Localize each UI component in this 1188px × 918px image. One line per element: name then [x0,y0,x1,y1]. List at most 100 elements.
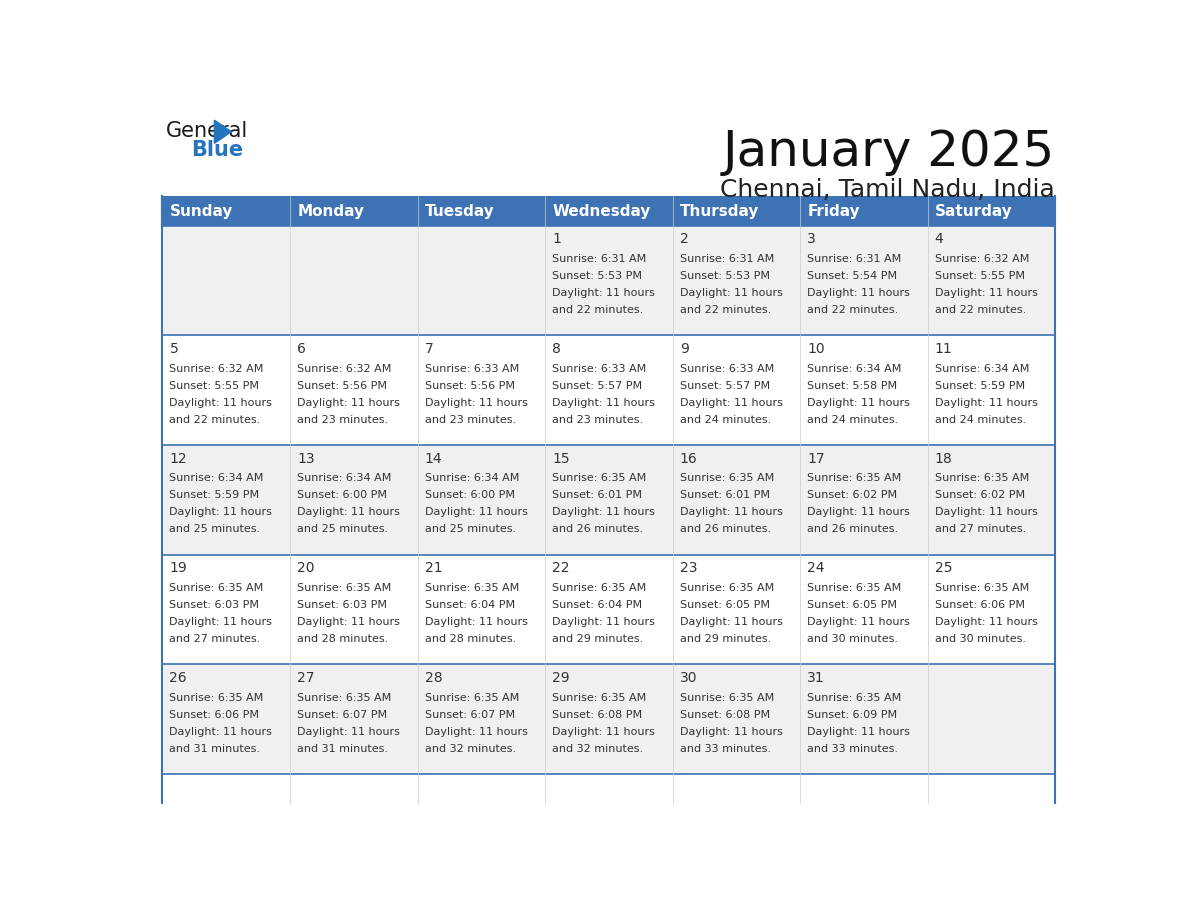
Text: General: General [166,121,248,141]
Text: and 23 minutes.: and 23 minutes. [424,415,516,425]
Text: Thursday: Thursday [681,204,759,218]
Text: Wednesday: Wednesday [552,204,651,218]
Text: and 22 minutes.: and 22 minutes. [935,305,1026,315]
Text: Daylight: 11 hours: Daylight: 11 hours [935,617,1037,627]
Text: Sunset: 5:54 PM: Sunset: 5:54 PM [807,271,897,281]
Text: Sunrise: 6:34 AM: Sunrise: 6:34 AM [297,474,391,484]
Text: Sunset: 6:05 PM: Sunset: 6:05 PM [680,600,770,610]
Text: Sunrise: 6:33 AM: Sunrise: 6:33 AM [424,364,519,374]
Text: 11: 11 [935,341,953,356]
Text: Sunrise: 6:35 AM: Sunrise: 6:35 AM [297,583,391,593]
Text: Sunset: 6:01 PM: Sunset: 6:01 PM [552,490,642,500]
Bar [163,554,1055,665]
Text: Sunrise: 6:35 AM: Sunrise: 6:35 AM [680,474,773,484]
Text: Sunset: 5:57 PM: Sunset: 5:57 PM [680,381,770,391]
Text: Sunrise: 6:34 AM: Sunrise: 6:34 AM [424,474,519,484]
Bar [163,226,1055,335]
Text: Daylight: 11 hours: Daylight: 11 hours [424,508,527,518]
Text: Sunrise: 6:35 AM: Sunrise: 6:35 AM [935,583,1029,593]
Text: and 27 minutes.: and 27 minutes. [935,524,1026,534]
Text: Sunset: 5:53 PM: Sunset: 5:53 PM [680,271,770,281]
Text: Daylight: 11 hours: Daylight: 11 hours [170,727,272,737]
Text: and 26 minutes.: and 26 minutes. [807,524,898,534]
Text: Daylight: 11 hours: Daylight: 11 hours [424,617,527,627]
Text: 20: 20 [297,561,315,576]
Text: and 25 minutes.: and 25 minutes. [297,524,388,534]
Text: and 33 minutes.: and 33 minutes. [680,744,771,754]
Text: and 22 minutes.: and 22 minutes. [680,305,771,315]
Text: and 23 minutes.: and 23 minutes. [297,415,388,425]
Text: Sunrise: 6:35 AM: Sunrise: 6:35 AM [807,474,902,484]
Text: Sunset: 6:02 PM: Sunset: 6:02 PM [807,490,897,500]
Text: Chennai, Tamil Nadu, India: Chennai, Tamil Nadu, India [720,178,1055,202]
Text: and 26 minutes.: and 26 minutes. [680,524,771,534]
Text: Sunset: 6:08 PM: Sunset: 6:08 PM [680,710,770,720]
Text: Friday: Friday [808,204,860,218]
Text: Sunrise: 6:34 AM: Sunrise: 6:34 AM [935,364,1029,374]
Text: 2: 2 [680,232,688,246]
Polygon shape [214,120,232,143]
Text: Sunrise: 6:33 AM: Sunrise: 6:33 AM [552,364,646,374]
Text: 18: 18 [935,452,953,465]
Text: and 23 minutes.: and 23 minutes. [552,415,643,425]
Text: Daylight: 11 hours: Daylight: 11 hours [170,617,272,627]
Bar [163,196,290,226]
Text: 12: 12 [170,452,187,465]
Text: and 31 minutes.: and 31 minutes. [297,744,388,754]
Text: Monday: Monday [298,204,365,218]
Text: Daylight: 11 hours: Daylight: 11 hours [297,397,400,408]
Text: Sunset: 6:09 PM: Sunset: 6:09 PM [807,710,897,720]
Text: Sunset: 5:58 PM: Sunset: 5:58 PM [807,381,897,391]
Text: Daylight: 11 hours: Daylight: 11 hours [424,397,527,408]
Bar [290,196,417,226]
Text: January 2025: January 2025 [723,128,1055,176]
Text: Sunrise: 6:35 AM: Sunrise: 6:35 AM [170,583,264,593]
Text: Daylight: 11 hours: Daylight: 11 hours [807,727,910,737]
Text: Sunset: 5:55 PM: Sunset: 5:55 PM [935,271,1025,281]
Text: Sunrise: 6:35 AM: Sunrise: 6:35 AM [424,583,519,593]
Text: Sunrise: 6:34 AM: Sunrise: 6:34 AM [170,474,264,484]
Text: and 32 minutes.: and 32 minutes. [552,744,643,754]
Text: Sunrise: 6:35 AM: Sunrise: 6:35 AM [424,693,519,703]
Text: Daylight: 11 hours: Daylight: 11 hours [807,288,910,298]
Text: 21: 21 [424,561,442,576]
Text: Sunrise: 6:34 AM: Sunrise: 6:34 AM [807,364,902,374]
Text: Sunrise: 6:35 AM: Sunrise: 6:35 AM [807,693,902,703]
Text: Saturday: Saturday [935,204,1013,218]
Text: Daylight: 11 hours: Daylight: 11 hours [807,397,910,408]
Text: Blue: Blue [191,140,244,161]
Text: Daylight: 11 hours: Daylight: 11 hours [552,508,655,518]
Text: Daylight: 11 hours: Daylight: 11 hours [680,288,783,298]
Text: and 24 minutes.: and 24 minutes. [935,415,1026,425]
Text: Daylight: 11 hours: Daylight: 11 hours [170,508,272,518]
Text: 9: 9 [680,341,689,356]
Text: and 22 minutes.: and 22 minutes. [552,305,644,315]
Text: and 25 minutes.: and 25 minutes. [424,524,516,534]
Text: Sunset: 6:07 PM: Sunset: 6:07 PM [424,710,514,720]
Text: Daylight: 11 hours: Daylight: 11 hours [170,397,272,408]
Text: 22: 22 [552,561,569,576]
Text: Daylight: 11 hours: Daylight: 11 hours [552,288,655,298]
Text: Sunset: 5:57 PM: Sunset: 5:57 PM [552,381,643,391]
Text: 25: 25 [935,561,953,576]
Text: Sunset: 6:08 PM: Sunset: 6:08 PM [552,710,643,720]
Text: Sunrise: 6:35 AM: Sunrise: 6:35 AM [807,583,902,593]
Text: and 24 minutes.: and 24 minutes. [680,415,771,425]
Text: and 30 minutes.: and 30 minutes. [935,634,1025,644]
Text: 19: 19 [170,561,188,576]
Text: and 24 minutes.: and 24 minutes. [807,415,898,425]
Text: 17: 17 [807,452,824,465]
Text: 4: 4 [935,232,943,246]
Text: and 29 minutes.: and 29 minutes. [552,634,644,644]
Text: Sunrise: 6:32 AM: Sunrise: 6:32 AM [935,254,1029,264]
Text: Daylight: 11 hours: Daylight: 11 hours [680,508,783,518]
Text: 5: 5 [170,341,178,356]
Bar [163,445,1055,554]
Text: Sunset: 6:00 PM: Sunset: 6:00 PM [297,490,387,500]
Text: Sunset: 6:06 PM: Sunset: 6:06 PM [935,600,1025,610]
Text: Sunset: 6:05 PM: Sunset: 6:05 PM [807,600,897,610]
Text: 7: 7 [424,341,434,356]
Bar [928,196,1055,226]
Bar [672,196,801,226]
Text: 26: 26 [170,671,187,685]
